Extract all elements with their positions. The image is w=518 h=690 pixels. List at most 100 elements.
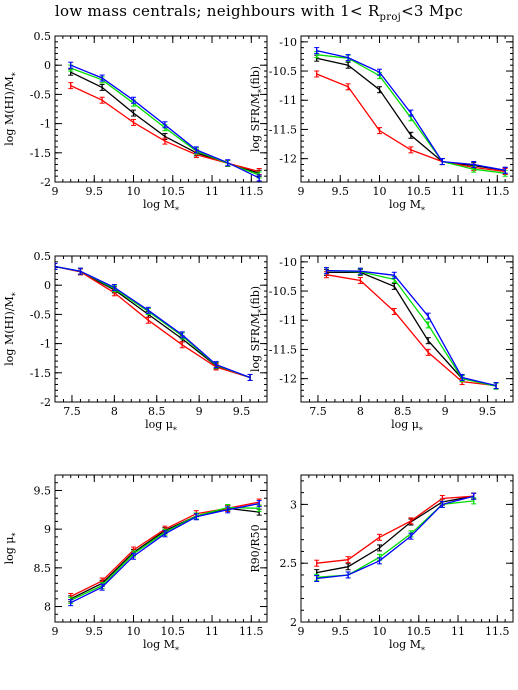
y-tick-label: 0.5 (34, 30, 52, 43)
y-tick-label: 3 (290, 498, 297, 511)
x-axis-label: log M* (143, 198, 179, 215)
y-axis-label: log SFR/M*(fib) (249, 66, 266, 152)
y-axis-label: log SFR/M*(fib) (249, 286, 266, 372)
panel-2: 9 9.5 10 10.5 11 11.5 -12 -11.5 -11 -10.5 -10 log M… (249, 35, 514, 215)
series-line-red (70, 501, 260, 598)
y-tick-label: 9 (44, 523, 51, 536)
x-tick-label: 8 (111, 405, 118, 418)
y-tick-label: -10.5 (269, 65, 297, 78)
x-tick-label: 8.5 (148, 405, 166, 418)
y-tick-label: -1 (40, 118, 51, 131)
plot-frame (300, 35, 514, 183)
x-tick-label: 11 (451, 185, 465, 198)
x-tick-label: 11.5 (239, 625, 264, 638)
series-group (55, 263, 253, 381)
series-line-black (326, 271, 497, 387)
y-tick-label: -11 (279, 314, 297, 327)
series-line-red (326, 274, 497, 387)
panel-5: 9 9.5 10 10.5 11 11.5 8 8.5 9 9.5 log M* log μ* (3, 474, 268, 655)
x-tick-label: 9.5 (479, 405, 497, 418)
title-suffix: <3 Mpc (401, 2, 464, 20)
series-group (68, 61, 262, 182)
plot-frame (300, 474, 514, 623)
series-line-green (55, 265, 251, 379)
series-line-red (316, 495, 474, 564)
y-tick-label: -10 (279, 256, 297, 269)
x-tick-label: 9.5 (332, 185, 350, 198)
x-tick-label: 9 (298, 185, 305, 198)
figure-title: low mass centrals; neighbours with 1< Rp… (0, 2, 518, 23)
x-tick-label: 11 (205, 625, 219, 638)
series-line-black (55, 265, 251, 379)
x-tick-label: 10 (127, 185, 141, 198)
y-tick-label: -0.5 (30, 88, 51, 101)
series-line-blue (326, 269, 497, 387)
panel-3: 7.5 8 8.5 9 9.5 -2 -1.5 -1 -0.5 0 0.5 log μ* log M(H… (3, 250, 268, 435)
x-tick-label: 10 (373, 185, 387, 198)
x-tick-label: 7.5 (63, 405, 81, 418)
y-tick-label: -10.5 (269, 285, 297, 298)
x-tick-label: 11.5 (485, 625, 510, 638)
series-line-blue (55, 265, 251, 379)
x-axis-label: log μ* (145, 418, 177, 435)
y-tick-label: -1 (40, 338, 51, 351)
x-tick-label: 9.5 (86, 625, 104, 638)
panel-1: 9 9.5 10 10.5 11 11.5 -2 -1.5 -1 -0.5 0 0.5 log M* lo… (3, 30, 268, 215)
y-tick-label: 2.5 (280, 557, 298, 570)
x-tick-label: 10 (373, 625, 387, 638)
x-axis-label: log M* (389, 638, 425, 655)
y-tick-label: -11.5 (269, 343, 297, 356)
series-group (68, 498, 262, 607)
y-tick-label: -10 (279, 36, 297, 49)
x-axis-label: log M* (389, 198, 425, 215)
x-tick-label: 10.5 (161, 185, 186, 198)
y-tick-label: 0 (44, 279, 51, 292)
series-group (323, 267, 499, 390)
series-line-black (316, 495, 474, 574)
x-tick-label: 8 (357, 405, 364, 418)
x-tick-label: 8.5 (394, 405, 412, 418)
y-tick-label: -1.5 (30, 367, 51, 380)
series-line-green (316, 500, 474, 578)
x-tick-label: 9 (52, 625, 59, 638)
plot-frame (54, 255, 268, 403)
title-prefix: low mass centrals; neighbours with 1< R (54, 2, 380, 20)
x-tick-label: 10.5 (407, 185, 432, 198)
y-axis-label: log M(HI)/M* (3, 72, 20, 145)
title-subscript: proj (379, 12, 402, 23)
y-tick-label: -2 (40, 396, 51, 409)
x-tick-label: 9 (196, 405, 203, 418)
x-axis-label: log M* (143, 638, 179, 655)
x-tick-label: 10 (127, 625, 141, 638)
series-line-blue (70, 502, 260, 604)
plot-frame (300, 255, 514, 403)
y-axis-label: log M(HI)/M* (3, 292, 20, 365)
plot-frame (54, 474, 268, 623)
panel-4: 7.5 8 8.5 9 9.5 -12 -11.5 -11 -10.5 -10 log μ* log … (249, 255, 514, 435)
series-line-red (316, 73, 506, 173)
x-axis-label: log μ* (391, 418, 423, 435)
plot-frame (54, 35, 268, 183)
x-tick-label: 9.5 (332, 625, 350, 638)
x-tick-label: 9.5 (86, 185, 104, 198)
series-line-green (326, 269, 497, 387)
y-tick-label: -11.5 (269, 123, 297, 136)
y-tick-label: 9.5 (34, 484, 52, 497)
y-tick-label: 2 (290, 616, 297, 629)
series-line-green (70, 506, 260, 601)
y-tick-label: -11 (279, 94, 297, 107)
x-tick-label: 11 (451, 625, 465, 638)
y-tick-label: -2 (40, 176, 51, 189)
series-line-blue (316, 495, 474, 580)
x-tick-label: 11.5 (239, 185, 264, 198)
y-axis-label: R90/R50 (249, 524, 262, 572)
x-tick-label: 9.5 (233, 405, 251, 418)
y-tick-label: -12 (279, 153, 297, 166)
series-line-black (70, 507, 260, 600)
y-tick-label: 0.5 (34, 250, 52, 263)
y-axis-label: log μ* (3, 533, 20, 565)
x-tick-label: 7.5 (309, 405, 327, 418)
panel-6: 9 9.5 10 10.5 11 11.5 2 2.5 3 log M* R90/R50 (249, 474, 514, 655)
x-tick-label: 10.5 (407, 625, 432, 638)
